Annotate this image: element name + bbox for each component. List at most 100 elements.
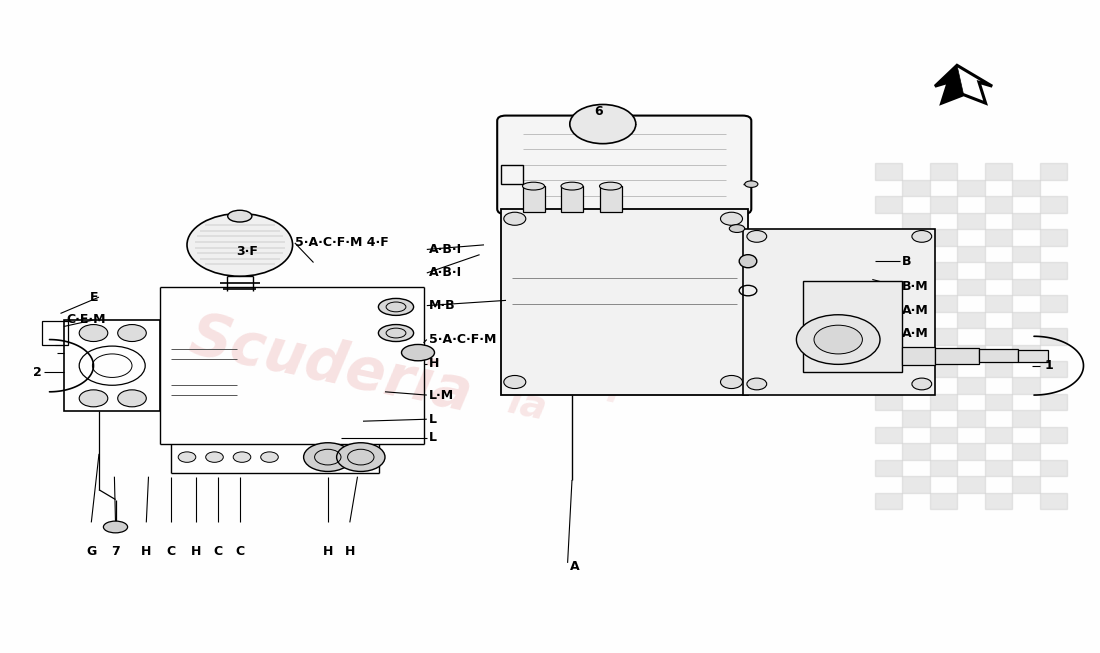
Text: H: H xyxy=(429,357,439,370)
Bar xyxy=(957,246,984,262)
Bar xyxy=(902,246,930,262)
Bar xyxy=(930,163,957,180)
Text: H: H xyxy=(141,545,152,558)
Bar xyxy=(930,493,957,509)
Bar xyxy=(874,295,902,311)
Circle shape xyxy=(118,390,146,407)
Text: A·M: A·M xyxy=(902,304,928,317)
Circle shape xyxy=(79,390,108,407)
Bar xyxy=(742,229,935,395)
Bar xyxy=(902,477,930,493)
Text: 5·A·C·F·M 4·F: 5·A·C·F·M 4·F xyxy=(295,236,388,249)
Bar xyxy=(1012,311,1040,328)
Bar xyxy=(984,394,1012,411)
Bar xyxy=(1040,328,1067,345)
Circle shape xyxy=(720,212,742,225)
Bar xyxy=(984,493,1012,509)
Circle shape xyxy=(233,452,251,462)
Text: A: A xyxy=(570,560,580,573)
Text: 2: 2 xyxy=(33,366,42,379)
Ellipse shape xyxy=(561,182,583,190)
Circle shape xyxy=(79,325,108,342)
Bar xyxy=(902,213,930,229)
Bar xyxy=(1040,163,1067,180)
Bar xyxy=(984,295,1012,311)
Bar xyxy=(1040,295,1067,311)
Bar xyxy=(957,377,984,394)
Text: L·M: L·M xyxy=(429,389,454,402)
Text: C: C xyxy=(166,545,175,558)
Bar xyxy=(984,196,1012,213)
Bar xyxy=(902,279,930,295)
Bar xyxy=(930,460,957,477)
Bar xyxy=(979,349,1018,362)
Bar xyxy=(902,311,930,328)
Bar xyxy=(1040,394,1067,411)
Text: 6: 6 xyxy=(594,104,603,118)
Text: 5·A·C·F·M: 5·A·C·F·M xyxy=(429,333,496,346)
Circle shape xyxy=(261,452,278,462)
Bar xyxy=(902,377,930,394)
Bar xyxy=(902,411,930,427)
Text: A·M: A·M xyxy=(902,326,928,340)
Text: E: E xyxy=(90,291,99,304)
Bar xyxy=(1012,345,1040,361)
Bar xyxy=(874,427,902,443)
Ellipse shape xyxy=(729,225,745,232)
Text: H: H xyxy=(322,545,333,558)
Bar xyxy=(874,328,902,345)
Text: C: C xyxy=(235,545,244,558)
Ellipse shape xyxy=(600,182,621,190)
Bar xyxy=(902,347,935,365)
Bar xyxy=(902,345,930,361)
Circle shape xyxy=(337,443,385,471)
Bar xyxy=(930,295,957,311)
Circle shape xyxy=(570,104,636,144)
Circle shape xyxy=(178,452,196,462)
Circle shape xyxy=(796,315,880,364)
Text: C: C xyxy=(213,545,222,558)
Bar xyxy=(1040,493,1067,509)
Bar xyxy=(902,443,930,460)
Bar xyxy=(1040,196,1067,213)
Bar xyxy=(1012,213,1040,229)
Bar xyxy=(500,165,522,184)
Bar xyxy=(930,427,957,443)
Bar xyxy=(930,394,957,411)
Bar xyxy=(930,361,957,377)
Bar xyxy=(874,196,902,213)
Text: r: r xyxy=(603,371,629,413)
Bar xyxy=(984,328,1012,345)
Bar xyxy=(1018,350,1048,362)
Text: H: H xyxy=(190,545,201,558)
Circle shape xyxy=(304,443,352,471)
Circle shape xyxy=(504,375,526,389)
Bar xyxy=(957,213,984,229)
Text: H: H xyxy=(344,545,355,558)
Bar xyxy=(803,281,902,372)
Text: L: L xyxy=(429,413,437,426)
Bar xyxy=(984,427,1012,443)
Bar xyxy=(600,186,621,212)
Bar xyxy=(930,262,957,279)
Text: A·B·I: A·B·I xyxy=(429,243,462,256)
Ellipse shape xyxy=(228,210,252,222)
Bar xyxy=(874,262,902,279)
Bar xyxy=(1012,246,1040,262)
Ellipse shape xyxy=(745,181,758,187)
Bar xyxy=(1012,279,1040,295)
Bar xyxy=(957,411,984,427)
Circle shape xyxy=(720,375,742,389)
Bar xyxy=(522,186,544,212)
Text: L: L xyxy=(429,431,437,444)
Bar xyxy=(874,361,902,377)
Text: B: B xyxy=(902,255,912,268)
Circle shape xyxy=(206,452,223,462)
Bar xyxy=(957,443,984,460)
Bar xyxy=(874,229,902,246)
Circle shape xyxy=(814,325,862,354)
Bar xyxy=(930,229,957,246)
Bar xyxy=(984,229,1012,246)
Bar xyxy=(874,493,902,509)
Text: Scuderia: Scuderia xyxy=(184,308,476,423)
